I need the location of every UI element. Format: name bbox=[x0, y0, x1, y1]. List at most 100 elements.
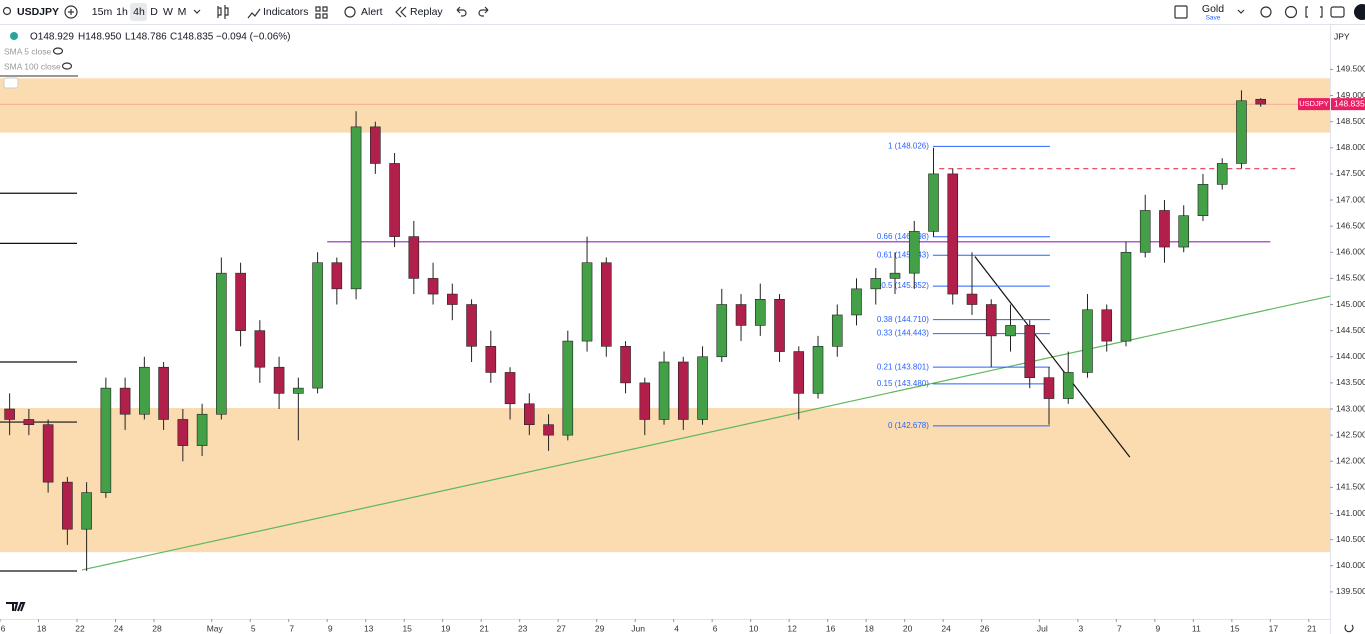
x-tick-label: 12 bbox=[787, 623, 797, 633]
x-tick-label: 11 bbox=[1192, 623, 1201, 633]
fib-label: 0.33 (144.443) bbox=[877, 329, 929, 338]
candle-body bbox=[581, 262, 593, 342]
candle-body bbox=[1236, 100, 1247, 164]
candle-body bbox=[754, 298, 766, 326]
legend-change: −0.094 (−0.06%) bbox=[216, 32, 291, 43]
fullscreen-button[interactable] bbox=[1305, 6, 1323, 18]
candle-body bbox=[1197, 184, 1209, 217]
x-tick-label: 20 bbox=[903, 623, 913, 633]
y-tick-label: 144.000 bbox=[1336, 351, 1365, 361]
layout-button[interactable] bbox=[1174, 5, 1188, 19]
candle-body bbox=[774, 298, 785, 352]
alert-button[interactable]: Alert bbox=[361, 6, 383, 18]
x-tick-label: 18 bbox=[864, 623, 874, 633]
candle-body bbox=[158, 366, 169, 420]
x-tick-label: 13 bbox=[364, 623, 374, 633]
candle-body bbox=[1255, 98, 1267, 105]
candle-body bbox=[350, 126, 362, 290]
x-tick-label: 24 bbox=[114, 623, 124, 633]
interval-selected-bg bbox=[130, 3, 147, 21]
undo-button[interactable] bbox=[456, 6, 467, 17]
hide-icon[interactable] bbox=[52, 47, 64, 55]
chart-type-button[interactable] bbox=[217, 5, 229, 19]
screenshot-button[interactable] bbox=[1330, 6, 1345, 18]
x-tick-label: 15 bbox=[402, 623, 412, 633]
candle-body bbox=[562, 340, 574, 436]
x-tick-label: 16 bbox=[826, 623, 836, 633]
market-status bbox=[10, 32, 18, 40]
candle-body bbox=[620, 346, 631, 384]
x-tick-label: 19 bbox=[441, 623, 451, 633]
candle-body bbox=[370, 126, 381, 164]
interval-menu[interactable] bbox=[193, 9, 201, 14]
candle-body bbox=[677, 361, 689, 420]
save-label[interactable]: Save bbox=[1206, 15, 1221, 22]
candle-body bbox=[4, 408, 15, 420]
candle-body bbox=[331, 262, 343, 290]
x-tick-label: 21 bbox=[479, 623, 489, 633]
redo-button[interactable] bbox=[478, 6, 489, 17]
candle-body bbox=[1139, 210, 1151, 253]
hide-icon[interactable] bbox=[61, 62, 73, 70]
legend-low: L148.786 bbox=[125, 32, 167, 43]
candle-body bbox=[928, 173, 939, 232]
candle-body bbox=[42, 424, 54, 483]
candle-body bbox=[793, 351, 805, 394]
interval[interactable]: W bbox=[163, 6, 173, 18]
y-tick-label: 140.000 bbox=[1336, 560, 1365, 570]
interval[interactable]: 15m bbox=[92, 6, 113, 18]
compare-button[interactable] bbox=[64, 5, 78, 19]
candle-body bbox=[1159, 210, 1170, 248]
fib-label: 0.15 (143.480) bbox=[877, 379, 929, 388]
y-tick-label: 145.000 bbox=[1336, 299, 1365, 309]
candle-body bbox=[658, 361, 670, 420]
interval[interactable]: D bbox=[150, 6, 158, 18]
settings-button[interactable] bbox=[1284, 5, 1298, 19]
fib-label: 0.66 (146.298) bbox=[877, 232, 929, 241]
plus-icon bbox=[68, 9, 74, 15]
symbol[interactable]: USDJPY bbox=[17, 6, 59, 18]
y-tick-label: 147.500 bbox=[1336, 168, 1365, 178]
layout-menu[interactable] bbox=[1237, 9, 1245, 14]
study-label[interactable]: SMA 5 close bbox=[4, 46, 52, 56]
candle-body bbox=[543, 424, 554, 436]
candle-body bbox=[485, 346, 497, 373]
y-tick-label: 146.000 bbox=[1336, 247, 1365, 257]
interval[interactable]: M bbox=[178, 6, 187, 18]
candle-body bbox=[716, 304, 728, 358]
x-tick-label: Jul bbox=[1037, 623, 1048, 633]
search-icon[interactable] bbox=[2, 6, 12, 16]
y-tick-label: 148.500 bbox=[1336, 116, 1365, 126]
replay-button[interactable]: Replay bbox=[410, 6, 443, 18]
y-tick-label: 142.000 bbox=[1336, 456, 1365, 466]
fib-label: 0.38 (144.710) bbox=[877, 315, 929, 324]
collapse-button[interactable] bbox=[3, 77, 19, 89]
layout-name[interactable]: Gold bbox=[1202, 3, 1224, 15]
zone bbox=[0, 78, 1330, 133]
axis-settings[interactable] bbox=[1344, 624, 1354, 633]
y-tick-label: 142.500 bbox=[1336, 429, 1365, 439]
fib-label: 0.5 (145.352) bbox=[881, 281, 929, 290]
legend-open: O148.929 bbox=[30, 32, 74, 43]
interval[interactable]: 1h bbox=[116, 6, 128, 18]
indicators-button[interactable]: Indicators bbox=[263, 6, 309, 18]
avatar[interactable] bbox=[1354, 4, 1365, 20]
y-tick-label: 140.500 bbox=[1336, 534, 1365, 544]
candle-body bbox=[504, 372, 516, 405]
candle-body bbox=[524, 403, 535, 425]
x-tick-label: 26 bbox=[980, 623, 990, 633]
quick-search[interactable] bbox=[1260, 6, 1272, 18]
candle-body bbox=[851, 288, 862, 316]
candle-body bbox=[466, 304, 477, 347]
alert-icon bbox=[344, 6, 356, 18]
y-tick-label: 143.500 bbox=[1336, 377, 1365, 387]
templates-button[interactable] bbox=[315, 6, 328, 19]
candle-body bbox=[1082, 309, 1093, 373]
study-label[interactable]: SMA 100 close bbox=[4, 61, 61, 71]
x-tick-label: 24 bbox=[941, 623, 951, 633]
y-tick-label: 149.000 bbox=[1336, 90, 1365, 100]
candle-body bbox=[389, 163, 400, 237]
x-tick-label: 3 bbox=[1078, 623, 1083, 633]
interval[interactable]: 4h bbox=[133, 6, 145, 18]
